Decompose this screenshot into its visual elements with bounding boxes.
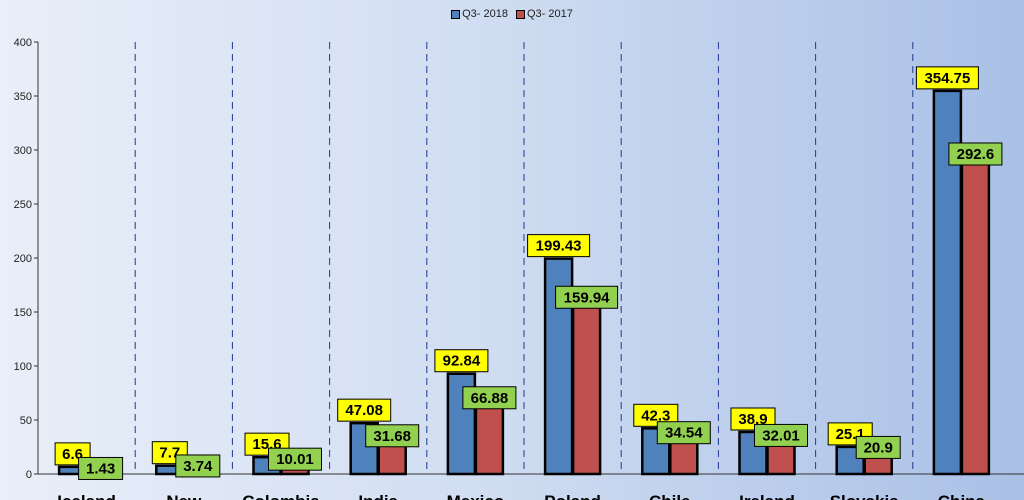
y-tick-label: 0 xyxy=(26,469,32,481)
data-label-box xyxy=(754,423,808,447)
x-tick-label: Ireland xyxy=(739,492,795,500)
data-label-box xyxy=(337,398,392,422)
data-label: 292.6 xyxy=(957,146,995,163)
x-tick-label: Slovakia xyxy=(830,492,900,500)
data-label-box xyxy=(855,435,901,459)
legend-swatch-2017 xyxy=(516,9,525,19)
y-tick-label: 50 xyxy=(20,415,32,427)
data-label: 31.68 xyxy=(373,428,411,445)
x-tick-label: Iceland xyxy=(57,492,116,500)
data-label-box xyxy=(656,421,711,445)
data-label-box xyxy=(175,454,221,478)
legend-label-2018: Q3- 2018 xyxy=(462,8,508,20)
y-tick-label: 400 xyxy=(14,37,32,49)
data-label-box xyxy=(78,456,124,480)
data-label: 6.6 xyxy=(62,446,83,463)
y-tick-label: 300 xyxy=(14,145,32,157)
data-label: 159.94 xyxy=(564,289,611,306)
y-tick-label: 100 xyxy=(14,361,32,373)
x-tick-label: Mexico xyxy=(447,492,505,500)
x-tick-label: Colombia xyxy=(242,492,320,500)
data-label: 34.54 xyxy=(665,425,703,442)
data-label-box xyxy=(462,386,517,410)
data-label: 47.08 xyxy=(345,402,383,419)
data-label: 38.9 xyxy=(738,411,767,428)
data-label: 354.75 xyxy=(924,70,970,87)
y-tick-label: 200 xyxy=(14,253,32,265)
data-label: 199.43 xyxy=(536,238,582,255)
legend-item-2017: Q3- 2017 xyxy=(516,8,573,20)
bar-2017 xyxy=(571,300,602,476)
data-label-box xyxy=(527,234,591,258)
x-tick-label: New xyxy=(166,492,202,500)
data-label-box xyxy=(948,142,1003,166)
data-label-box xyxy=(633,403,679,427)
data-label: 42.3 xyxy=(641,407,670,424)
y-tick-label: 350 xyxy=(14,91,32,103)
y-tick-label: 150 xyxy=(14,307,32,319)
x-tick-label: Poland xyxy=(544,492,601,500)
data-label-box xyxy=(555,285,619,309)
bar-2017 xyxy=(960,156,991,476)
x-tick-label: China xyxy=(938,492,986,500)
bar-2017 xyxy=(474,400,505,476)
legend-label-2017: Q3- 2017 xyxy=(527,8,573,20)
data-label: 66.88 xyxy=(471,390,509,407)
data-label-box xyxy=(268,447,322,471)
data-label: 1.43 xyxy=(86,460,115,477)
data-label-box xyxy=(915,66,979,90)
data-label: 92.84 xyxy=(443,353,481,370)
x-tick-label: India xyxy=(358,492,398,500)
data-label: 20.9 xyxy=(864,439,893,456)
data-label-box xyxy=(365,424,420,448)
data-label-box xyxy=(434,349,489,373)
y-tick-label: 250 xyxy=(14,199,32,211)
data-label: 3.74 xyxy=(183,458,213,475)
data-label: 10.01 xyxy=(276,451,314,468)
x-tick-label: Chile xyxy=(649,492,691,500)
data-label: 32.01 xyxy=(762,427,800,444)
legend: Q3- 2018 Q3- 2017 xyxy=(0,8,1024,20)
legend-swatch-2018 xyxy=(451,9,461,19)
legend-item-2018: Q3- 2018 xyxy=(451,8,508,20)
data-label: 7.7 xyxy=(159,445,180,462)
